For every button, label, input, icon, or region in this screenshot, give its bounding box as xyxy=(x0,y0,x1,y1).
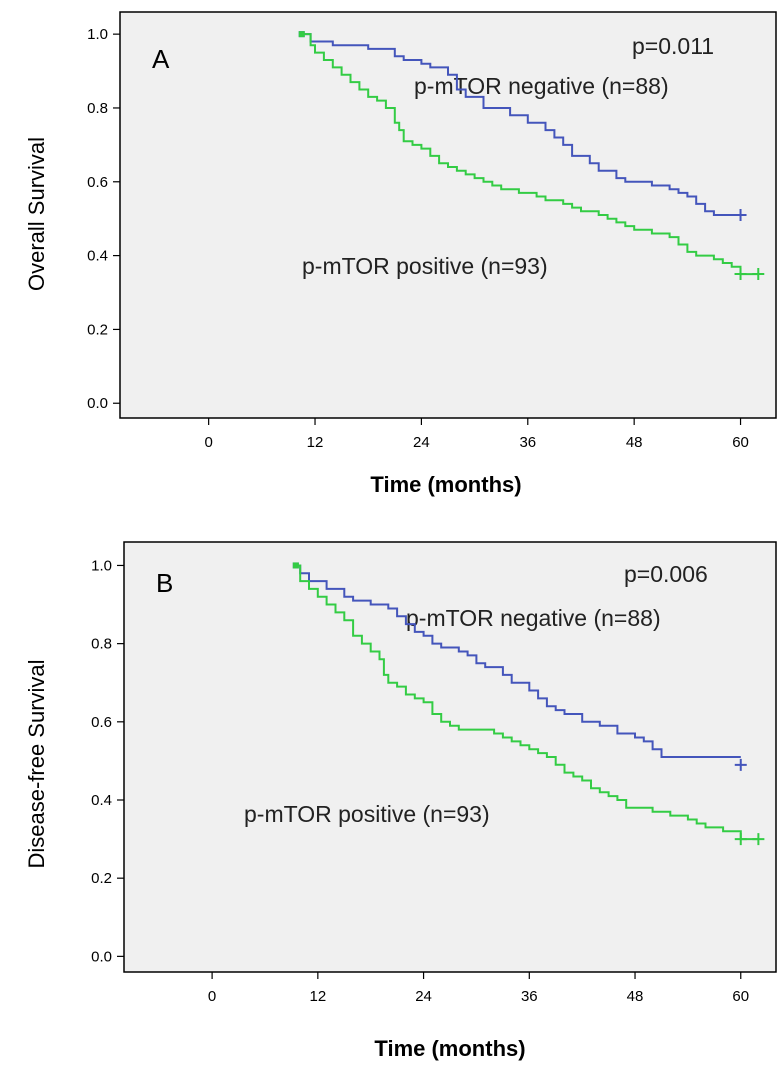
censor-mark xyxy=(752,268,765,281)
negative-survival-curve xyxy=(295,564,741,758)
y-tick-label: 0.4 xyxy=(87,248,108,265)
x-tick-label: 24 xyxy=(413,434,430,451)
censor-mark xyxy=(734,209,747,221)
p-value-annotation-a: p=0.011 xyxy=(632,33,714,59)
x-tick-label: 48 xyxy=(626,434,643,451)
x-tick-label: 12 xyxy=(309,988,326,1005)
x-tick-label: 0 xyxy=(204,434,212,451)
y-tick-label: 0.6 xyxy=(91,714,112,731)
curve-start-marker xyxy=(298,31,305,38)
x-tick-label: 0 xyxy=(208,988,216,1005)
y-tick-label: 0.8 xyxy=(87,100,108,117)
y-tick-label: 1.0 xyxy=(87,26,108,43)
y-tick-label: 0.2 xyxy=(87,321,108,338)
y-tick-label: 1.0 xyxy=(91,557,112,574)
x-tick-label: 48 xyxy=(627,988,644,1005)
negative-group-annotation-a: p-mTOR negative (n=88) xyxy=(414,73,669,99)
x-tick-label: 12 xyxy=(307,434,324,451)
x-tick-label: 60 xyxy=(732,434,749,451)
x-axis-title-b: Time (months) xyxy=(374,1036,525,1061)
x-axis-title-a: Time (months) xyxy=(370,472,521,497)
positive-survival-curve xyxy=(295,564,759,841)
y-axis-title-b: Disease-free Survival xyxy=(24,659,49,868)
panel-b-disease-free-survival: B p=0.006 p-mTOR negative (n=88) p-mTOR … xyxy=(24,541,777,1061)
panel-label-b: B xyxy=(156,568,173,598)
panel-label-a: A xyxy=(152,44,170,74)
y-tick-label: 0.0 xyxy=(87,395,108,412)
y-axis-title-a: Overall Survival xyxy=(24,137,49,291)
positive-group-annotation-a: p-mTOR positive (n=93) xyxy=(302,253,548,279)
x-tick-label: 36 xyxy=(519,434,536,451)
panel-a-overall-survival: A p=0.011 p-mTOR negative (n=88) p-mTOR … xyxy=(24,11,777,497)
y-tick-label: 0.0 xyxy=(91,948,112,965)
censor-mark xyxy=(734,268,747,281)
y-tick-label: 0.8 xyxy=(91,636,112,653)
x-tick-label: 60 xyxy=(732,988,749,1005)
negative-group-annotation-b: p-mTOR negative (n=88) xyxy=(406,605,661,631)
negative-survival-curve xyxy=(301,33,741,216)
p-value-annotation-b: p=0.006 xyxy=(624,561,708,587)
censor-mark xyxy=(734,758,747,771)
x-tick-label: 24 xyxy=(415,988,432,1005)
positive-group-annotation-b: p-mTOR positive (n=93) xyxy=(244,801,490,827)
positive-survival-curve xyxy=(301,33,759,276)
y-tick-label: 0.2 xyxy=(91,870,112,887)
censor-mark xyxy=(752,833,765,846)
y-tick-label: 0.6 xyxy=(87,174,108,191)
y-tick-label: 0.4 xyxy=(91,792,112,809)
x-tick-label: 36 xyxy=(521,988,538,1005)
censor-mark xyxy=(734,833,747,846)
plot-area-a xyxy=(119,11,777,419)
curve-start-marker xyxy=(292,562,299,569)
